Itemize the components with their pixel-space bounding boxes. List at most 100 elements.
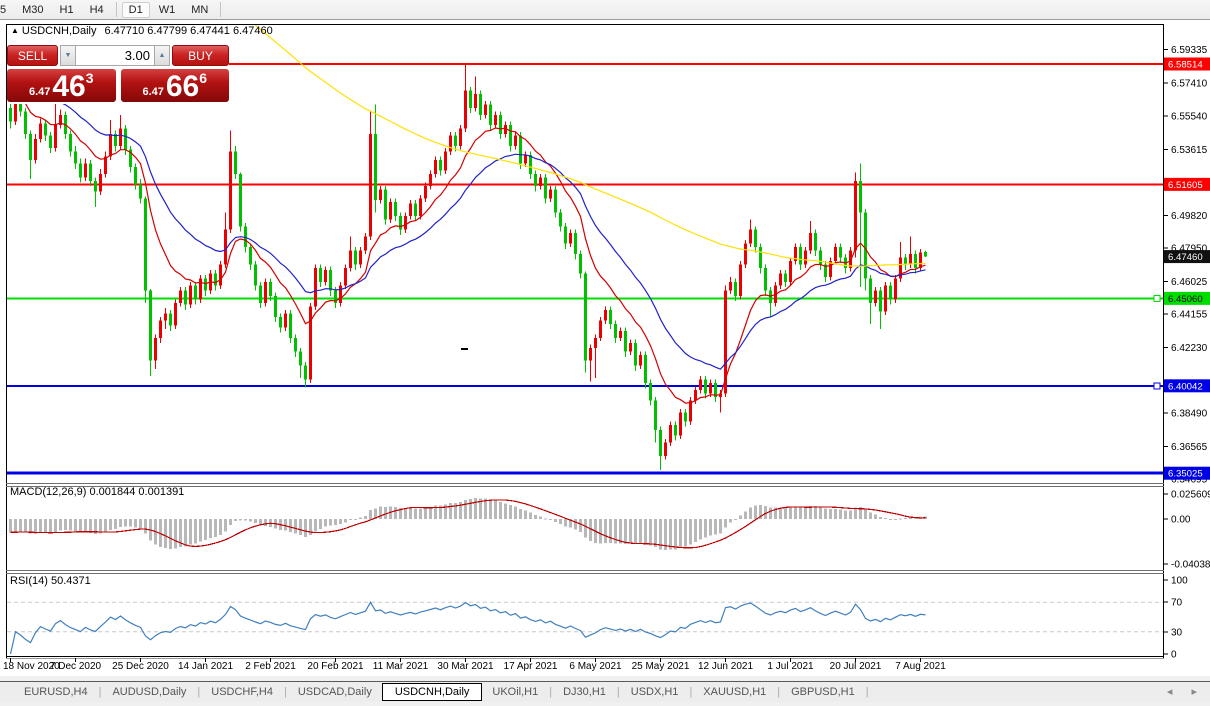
toolbar-separator xyxy=(220,2,222,17)
tab-usdchf[interactable]: USDCHF,H4 xyxy=(211,686,273,698)
svg-text:6.38490: 6.38490 xyxy=(1171,408,1208,419)
collapse-panel-icon[interactable]: ▲ xyxy=(11,26,19,35)
macd-axis: 0.025609 0.00 -0.040386 xyxy=(1164,490,1210,571)
tab-separator: | xyxy=(284,686,287,698)
svg-text:6.55540: 6.55540 xyxy=(1171,111,1208,122)
sma144-line xyxy=(254,25,926,267)
chart-ohlc-values: 6.47710 6.47799 6.47441 6.47460 xyxy=(104,25,273,37)
tab-gbpusd[interactable]: GBPUSD,H1 xyxy=(791,686,855,698)
price-badge-6.58514 xyxy=(1164,57,1210,71)
tab-usdx[interactable]: USDX,H1 xyxy=(630,686,679,698)
pane-borders xyxy=(6,24,1164,659)
timeframe-toolbar: 5 M30 H1 H4 D1 W1 MN xyxy=(0,0,1210,20)
svg-text:6.45060: 6.45060 xyxy=(1168,294,1203,305)
svg-text:12 Jun 2021: 12 Jun 2021 xyxy=(698,661,753,672)
level-line-handle[interactable] xyxy=(1153,294,1161,302)
candles-layer xyxy=(9,64,927,471)
tab-separator: | xyxy=(549,686,553,698)
sell-price-big: 46 xyxy=(52,70,86,103)
svg-text:6.53615: 6.53615 xyxy=(1171,145,1208,156)
sell-price-small: 6.47 xyxy=(28,86,51,98)
svg-text:6.42230: 6.42230 xyxy=(1171,343,1208,354)
tab-separator: | xyxy=(197,686,201,698)
svg-text:25 Dec 2020: 25 Dec 2020 xyxy=(112,661,169,672)
tab-usdcad[interactable]: USDCAD,Daily xyxy=(297,686,372,698)
buy-price-display[interactable]: 6.47 66 6 xyxy=(120,69,229,102)
toolbar-separator xyxy=(115,2,117,17)
price-badge-6.35025 xyxy=(1164,466,1210,480)
macd-pane xyxy=(9,498,927,551)
svg-text:2 Feb 2021: 2 Feb 2021 xyxy=(245,661,296,672)
tab-ukoil[interactable]: UKOil,H1 xyxy=(492,686,539,698)
timeframe-button-5[interactable]: 5 xyxy=(0,3,7,16)
tab-separator: | xyxy=(98,686,102,698)
tab-dj30[interactable]: DJ30,H1 xyxy=(563,686,606,698)
svg-text:6.35025: 6.35025 xyxy=(1168,469,1203,480)
svg-text:0: 0 xyxy=(1171,650,1177,661)
volume-stepper: ▼ ▲ xyxy=(60,45,170,66)
price-badge-6.51605 xyxy=(1164,177,1210,191)
price-badge-6.45060 xyxy=(1164,291,1210,305)
tab-eurusd[interactable]: EURUSD,H4 xyxy=(24,686,88,698)
svg-text:6.47950: 6.47950 xyxy=(1171,244,1208,255)
tab-separator: | xyxy=(865,686,869,698)
buy-price-small: 6.47 xyxy=(142,86,164,98)
volume-input[interactable] xyxy=(76,45,154,66)
tab-audusd[interactable]: AUDUSD,Daily xyxy=(112,686,187,698)
buy-button[interactable]: BUY xyxy=(172,45,229,66)
svg-text:0.00: 0.00 xyxy=(1171,515,1191,526)
svg-text:6.36565: 6.36565 xyxy=(1171,442,1208,453)
tab-usdcnh[interactable]: USDCNH,Daily xyxy=(381,683,483,701)
svg-text:6.44155: 6.44155 xyxy=(1171,310,1208,321)
level-line-handle[interactable] xyxy=(1153,382,1161,390)
timeframe-button-h1[interactable]: H1 xyxy=(59,3,74,16)
svg-text:6.47460: 6.47460 xyxy=(1168,252,1203,263)
svg-text:6.57410: 6.57410 xyxy=(1171,79,1208,90)
rsi-axis: 100 70 30 0 xyxy=(1164,576,1188,661)
svg-text:6.40042: 6.40042 xyxy=(1168,381,1203,392)
svg-text:6 May 2021: 6 May 2021 xyxy=(569,661,622,672)
svg-text:20 Feb 2021: 20 Feb 2021 xyxy=(307,661,364,672)
tab-xauusd[interactable]: XAUUSD,H1 xyxy=(703,686,767,698)
price-axis[interactable]: 6.59335 6.57410 6.55540 6.53615 6.49820 6.479… xyxy=(1164,45,1210,485)
price-badge-6.47460 xyxy=(1164,250,1210,264)
svg-text:17 Apr 2021: 17 Apr 2021 xyxy=(504,661,558,672)
svg-text:7 Aug 2021: 7 Aug 2021 xyxy=(895,661,946,672)
sell-price-sup: 3 xyxy=(85,70,94,86)
moving-average-lines xyxy=(10,25,926,404)
price-badge-6.40042 xyxy=(1164,379,1210,393)
svg-text:11 Mar 2021: 11 Mar 2021 xyxy=(373,661,429,672)
chart-symbol-label: USDCNH,Daily xyxy=(21,25,97,37)
svg-text:20 Jul 2021: 20 Jul 2021 xyxy=(830,661,882,672)
timeframe-button-m30[interactable]: M30 xyxy=(22,3,44,16)
svg-text:6.49820: 6.49820 xyxy=(1171,211,1208,222)
volume-decrease-button[interactable]: ▼ xyxy=(60,45,76,66)
sell-button[interactable]: SELL xyxy=(7,45,58,66)
volume-increase-button[interactable]: ▲ xyxy=(154,45,170,66)
svg-text:25 May 2021: 25 May 2021 xyxy=(632,661,690,672)
svg-text:6.34695: 6.34695 xyxy=(1171,474,1208,485)
rsi-indicator-label: RSI(14) 50.4371 xyxy=(10,575,91,587)
timeframe-button-w1[interactable]: W1 xyxy=(158,3,176,16)
tab-separator: | xyxy=(616,686,620,698)
timeframe-button-h4[interactable]: H4 xyxy=(89,3,104,16)
macd-indicator-label: MACD(12,26,9) 0.001844 0.001391 xyxy=(10,486,185,498)
svg-text:100: 100 xyxy=(1171,576,1188,587)
svg-text:6.46025: 6.46025 xyxy=(1171,277,1208,288)
tab-separator: | xyxy=(689,686,693,698)
chart-tab-bar: EURUSD,H4 | AUDUSD,Daily | USDCHF,H4 | USDCAD,… xyxy=(0,681,1210,702)
svg-text:18 Nov 2020: 18 Nov 2020 xyxy=(3,661,60,672)
tab-scroll-arrows[interactable]: ◂ ▸ xyxy=(1166,686,1205,698)
svg-text:-0.040386: -0.040386 xyxy=(1171,560,1210,571)
svg-text:6.59335: 6.59335 xyxy=(1171,45,1208,56)
rsi-value: 50.4371 xyxy=(50,575,91,587)
rsi-pane xyxy=(7,601,1163,655)
sell-price-display[interactable]: 6.47 46 3 xyxy=(7,69,116,102)
macd-signal-line xyxy=(10,499,926,549)
timeframe-button-mn[interactable]: MN xyxy=(191,3,209,16)
timeframe-button-d1[interactable]: D1 xyxy=(121,1,150,18)
svg-text:7 Dec 2020: 7 Dec 2020 xyxy=(50,661,102,672)
